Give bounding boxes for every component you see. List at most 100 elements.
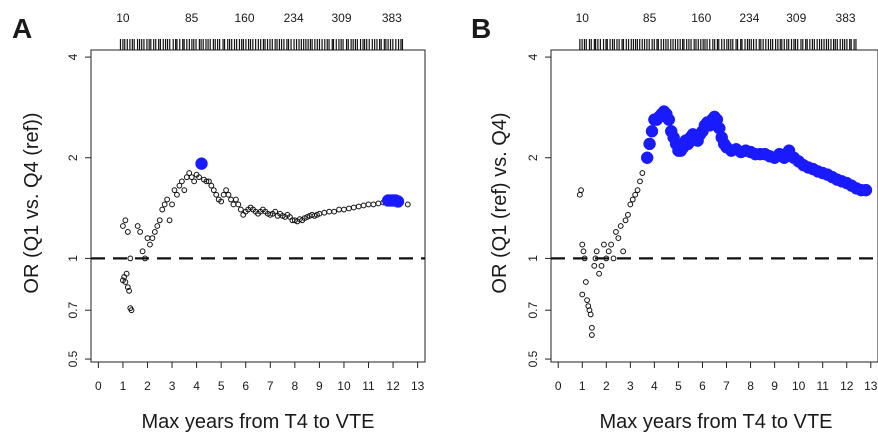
data-point [159, 206, 166, 213]
x-tick-label: 0 [555, 379, 562, 393]
data-point [237, 206, 244, 213]
x-tick-label: 6 [242, 379, 249, 393]
data-point [637, 178, 643, 185]
data-point [576, 191, 583, 198]
x-tick-label: 13 [864, 379, 878, 393]
data-point [164, 196, 171, 203]
data-point [124, 284, 131, 291]
data-point [331, 208, 338, 215]
data-point [640, 151, 654, 164]
data-point [174, 191, 180, 198]
data-point [632, 191, 639, 198]
data-point [596, 270, 602, 277]
y-tick-label: 0.5 [66, 350, 80, 367]
x-tick-label: 1 [579, 379, 586, 393]
data-point [147, 241, 153, 248]
data-point [627, 201, 634, 208]
data-point [404, 201, 411, 208]
data-point [195, 157, 208, 170]
data-point [662, 113, 676, 126]
data-point [272, 208, 279, 215]
y-tick-label: 0.7 [526, 302, 540, 319]
data-point [613, 229, 619, 235]
data-point [142, 255, 148, 262]
data-point [617, 223, 624, 229]
x-tick-label: 2 [144, 379, 151, 393]
x-axis-title-b: Max years from T4 to VTE [599, 411, 832, 433]
x-tick-label: 4 [651, 379, 658, 393]
data-point [592, 255, 599, 262]
data-point [124, 229, 131, 235]
data-point [122, 279, 129, 285]
data-point [156, 217, 163, 224]
rug-a [119, 39, 404, 50]
data-point [210, 187, 217, 194]
data-point [137, 229, 144, 235]
data-point [581, 255, 588, 262]
data-point [579, 241, 586, 248]
data-point [629, 196, 636, 203]
x-tick-label: 12 [840, 379, 854, 393]
top-axis-label: 10 [576, 11, 590, 25]
data-point [360, 202, 367, 209]
x-tick-label: 3 [169, 379, 176, 393]
y-tick-label: 4 [66, 53, 80, 60]
data-point [166, 217, 173, 224]
y-tick-label: 2 [526, 154, 540, 161]
data-point [122, 217, 129, 224]
x-tick-label: 3 [627, 379, 634, 393]
data-point [643, 137, 656, 151]
x-tick-label: 13 [411, 379, 425, 393]
data-point [203, 178, 210, 185]
data-point [232, 196, 239, 203]
data-point [181, 187, 188, 194]
data-point [345, 205, 352, 212]
y-tick-label: 2 [66, 154, 80, 161]
data-point [370, 201, 377, 208]
data-point [587, 311, 594, 318]
data-point [588, 324, 595, 331]
data-point [326, 208, 333, 215]
data-point [588, 332, 595, 338]
data-point [171, 187, 178, 194]
x-tick-label: 11 [816, 379, 829, 393]
data-point [151, 229, 158, 235]
data-point [350, 204, 357, 211]
data-point [188, 174, 195, 181]
x-tick-label: 2 [603, 379, 610, 393]
x-tick-label: 8 [747, 379, 754, 393]
data-point [336, 206, 342, 213]
data-point [208, 182, 215, 189]
data-point [603, 255, 610, 262]
data-point [161, 201, 168, 208]
base-series-a [120, 170, 411, 314]
y-tick-label: 1 [66, 255, 80, 262]
top-axis-label: 160 [234, 11, 254, 25]
data-point [220, 191, 227, 198]
data-point [341, 206, 347, 213]
data-point [196, 174, 202, 181]
top-axis-label: 383 [836, 11, 856, 25]
data-point [584, 297, 590, 304]
top-axis-label: 309 [786, 11, 806, 25]
panel-a: A OR (Q1 vs. Q4 (ref)) Max years from T4… [12, 11, 426, 433]
panel-letter-b: B [471, 13, 491, 44]
base-series-b [576, 170, 646, 338]
data-point [365, 201, 372, 208]
x-tick-label: 9 [316, 379, 323, 393]
data-point [127, 255, 134, 262]
data-point [375, 200, 382, 207]
highlight-series-b [640, 105, 873, 197]
data-point [178, 178, 185, 185]
data-point [235, 201, 242, 208]
panel-letter-a: A [12, 13, 32, 44]
plot-frame-b [550, 49, 878, 363]
data-point [230, 201, 237, 208]
data-point [186, 170, 193, 176]
top-axis-label: 85 [643, 11, 657, 25]
top-axis-label: 160 [691, 11, 711, 25]
data-point [149, 235, 156, 242]
data-point [134, 223, 141, 229]
data-point [605, 248, 612, 255]
top-axis-label: 234 [739, 11, 759, 25]
